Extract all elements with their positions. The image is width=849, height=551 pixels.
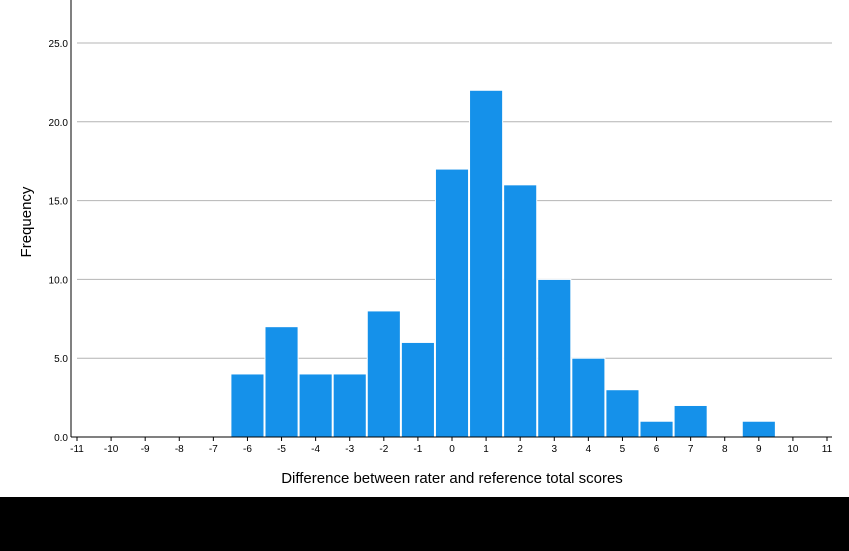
- histogram-bar: [639, 420, 674, 438]
- y-tick-label: 20.0: [49, 118, 69, 129]
- histogram-bar: [571, 357, 606, 438]
- x-tick-label: -3: [345, 444, 354, 455]
- histogram-bar: [230, 373, 265, 438]
- x-tick-label: 0: [449, 444, 455, 455]
- x-tick-label: -1: [413, 444, 422, 455]
- x-tick-label: 1: [483, 444, 489, 455]
- x-tick-label: 3: [551, 444, 557, 455]
- histogram-bar: [605, 389, 640, 438]
- y-axis-title: Frequency: [18, 186, 35, 257]
- x-tick-label: -11: [70, 444, 84, 455]
- x-tick-label: 9: [756, 444, 762, 455]
- histogram-bar: [366, 310, 401, 438]
- x-tick-label: 2: [517, 444, 523, 455]
- x-tick-label: -7: [209, 444, 218, 455]
- x-tick-label: -2: [379, 444, 388, 455]
- x-tick-label: -9: [141, 444, 150, 455]
- x-tick-label: 4: [586, 444, 592, 455]
- x-tick-label: 7: [688, 444, 694, 455]
- x-axis-title: Difference between rater and reference t…: [281, 470, 623, 487]
- histogram-bar: [434, 168, 470, 438]
- histogram-bar: [537, 278, 572, 438]
- y-tick-label: 0.0: [54, 433, 68, 444]
- x-tick-label: -6: [243, 444, 252, 455]
- x-tick-label: 8: [722, 444, 728, 455]
- x-tick-label: -5: [277, 444, 286, 455]
- histogram-bar: [673, 404, 708, 438]
- chart-panel: -11 -10 -9 -8 -7 -6 -5 -4 -3 -2 -1 0 1 2 3 4 5 6 7 8 9 10 11 0…: [0, 0, 849, 497]
- y-tick-label: 15.0: [49, 197, 69, 208]
- histogram-bar: [469, 89, 504, 438]
- x-tick-label: -8: [175, 444, 184, 455]
- bars: [230, 89, 776, 438]
- histogram-chart: -11 -10 -9 -8 -7 -6 -5 -4 -3 -2 -1 0 1 2 3 4 5 6 7 8 9 10 11 0…: [18, 0, 833, 487]
- x-tick-label: -4: [311, 444, 320, 455]
- x-tick-label: 10: [787, 444, 799, 455]
- x-tick-label: 5: [620, 444, 626, 455]
- y-axis-ticks: 0.0 5.0 10.0 15.0 20.0 25.0: [49, 39, 69, 444]
- histogram-bar: [298, 373, 333, 438]
- histogram-bar: [332, 373, 367, 438]
- y-tick-label: 25.0: [49, 39, 69, 50]
- histogram-bar: [503, 184, 538, 438]
- histogram-bar: [400, 341, 435, 438]
- x-tick-label: 6: [654, 444, 660, 455]
- y-tick-label: 5.0: [54, 354, 68, 365]
- bottom-black-bar: [0, 497, 849, 551]
- x-tick-label: 11: [822, 444, 833, 455]
- x-tick-label: -10: [104, 444, 119, 455]
- histogram-bar: [264, 326, 299, 438]
- y-tick-label: 10.0: [49, 275, 69, 286]
- x-axis-ticks: -11 -10 -9 -8 -7 -6 -5 -4 -3 -2 -1 0 1 2 3 4 5 6 7 8 9 10 11: [70, 437, 833, 455]
- histogram-bar: [741, 420, 776, 438]
